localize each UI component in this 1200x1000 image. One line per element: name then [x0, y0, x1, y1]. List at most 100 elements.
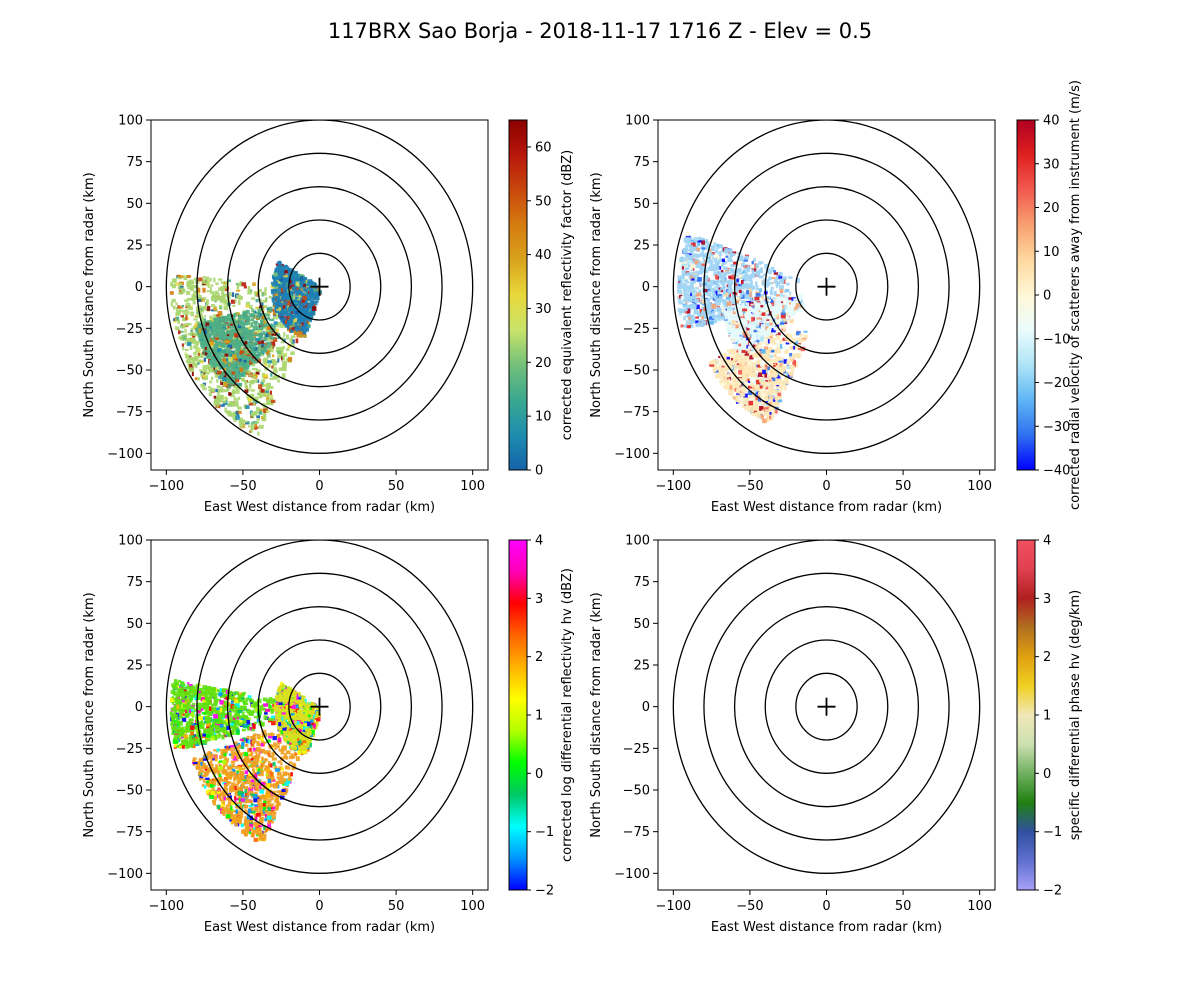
echo-pixel — [224, 315, 229, 320]
echo-pixel — [707, 289, 712, 292]
echo-pixel — [254, 421, 260, 424]
echo-pixel — [705, 286, 711, 289]
echo-pixel — [774, 377, 777, 380]
echo-pixel — [734, 354, 737, 360]
echo-pixel — [271, 333, 275, 336]
echo-pixel — [726, 356, 730, 360]
echo-pixel — [288, 320, 293, 326]
x-tick-label: 100 — [460, 479, 485, 494]
echo-pixel — [263, 322, 269, 328]
echo-pixel — [273, 272, 278, 277]
echo-pixel — [256, 341, 262, 345]
echo-pixel — [255, 306, 259, 310]
echo-pixel — [754, 281, 758, 286]
echo-pixel — [204, 329, 207, 334]
echo-pixel — [245, 301, 251, 307]
echo-pixel — [250, 337, 256, 342]
echo-pixel — [263, 347, 266, 351]
echo-pixel — [747, 390, 753, 396]
echo-pixel — [266, 393, 270, 397]
range-ring-40km — [257, 219, 382, 354]
echo-pixel — [707, 256, 711, 259]
echo-pixel — [255, 367, 258, 372]
echo-pixel — [688, 285, 693, 290]
echo-pixel — [738, 267, 742, 273]
echo-pixel — [746, 355, 752, 359]
echo-pixel — [743, 265, 749, 268]
echo-pixel — [779, 373, 783, 377]
echo-pixel — [683, 248, 686, 253]
echo-pixel — [762, 418, 768, 423]
echo-pixel — [774, 379, 777, 382]
echo-pixel — [783, 359, 788, 364]
echo-pixel — [177, 319, 181, 324]
echo-pixel — [725, 269, 730, 273]
echo-pixel — [750, 382, 753, 387]
echo-pixel — [272, 376, 278, 380]
echo-pixel — [215, 357, 220, 361]
echo-pixel — [262, 305, 268, 308]
echo-pixel — [786, 360, 791, 366]
echo-pixel — [736, 296, 741, 302]
echo-pixel — [788, 333, 793, 339]
echo-pixel — [254, 350, 260, 354]
echo-pixel — [210, 309, 215, 312]
echo-pixel — [761, 280, 765, 286]
echo-pixel — [763, 273, 768, 277]
echo-pixel — [759, 362, 763, 367]
echo-pixel — [749, 292, 752, 298]
echo-pixel — [243, 285, 247, 289]
echo-pixel — [743, 359, 747, 364]
echo-pixel — [253, 346, 259, 351]
echo-pixel — [241, 362, 246, 367]
echo-pixel — [277, 358, 280, 363]
echo-pixel — [712, 311, 716, 314]
echo-pixel — [207, 332, 211, 338]
echo-pixel — [305, 284, 311, 288]
echo-pixel — [204, 371, 210, 375]
echo-pixel — [259, 336, 263, 341]
echo-pixel — [257, 431, 260, 436]
echo-pixel — [749, 284, 752, 289]
echo-pixel — [200, 342, 205, 345]
echo-pixel — [704, 299, 710, 302]
echo-pixel — [801, 335, 805, 340]
echo-pixel — [218, 341, 223, 346]
echo-pixel — [280, 341, 285, 344]
echo-pixel — [783, 385, 787, 391]
echo-pixel — [698, 289, 702, 292]
echo-pixel — [206, 346, 211, 350]
echo-pixel — [303, 310, 309, 314]
echo-pixel — [701, 248, 704, 253]
echo-pixel — [782, 366, 786, 371]
echo-pixel — [239, 281, 243, 285]
echo-pixel — [246, 381, 251, 384]
echo-pixel — [251, 376, 256, 379]
echo-pixel — [250, 428, 253, 434]
echo-pixel — [693, 306, 697, 311]
echo-pixel — [681, 274, 685, 278]
echo-pixel — [270, 399, 276, 403]
echo-pixel — [186, 290, 191, 295]
echo-pixel — [750, 408, 755, 413]
echo-pixel — [779, 272, 783, 277]
echo-pixel — [728, 267, 734, 271]
echo-pixel — [778, 360, 783, 363]
echo-pixel — [677, 307, 682, 312]
echo-pixel — [770, 266, 775, 272]
echo-pixel — [271, 365, 274, 369]
echo-pixel — [795, 340, 799, 346]
echo-pixel — [743, 291, 746, 296]
echo-pixel — [698, 321, 703, 326]
echo-pixel — [736, 392, 739, 397]
echo-pixel — [219, 323, 223, 327]
echo-pixel — [284, 311, 289, 314]
echo-pixel — [689, 244, 693, 250]
echo-pixel — [297, 295, 302, 301]
echo-pixel — [199, 314, 204, 318]
echo-pixel — [755, 395, 760, 401]
echo-pixel — [272, 310, 276, 316]
echo-pixel — [185, 315, 188, 321]
echo-pixel — [765, 319, 770, 322]
echo-pixel — [200, 383, 205, 388]
